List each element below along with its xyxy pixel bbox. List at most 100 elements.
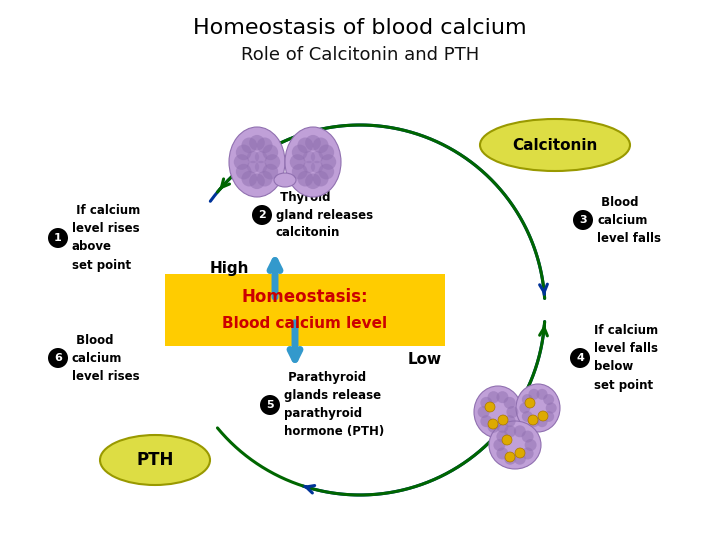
Circle shape [488, 419, 498, 429]
Circle shape [297, 171, 313, 186]
Circle shape [303, 151, 315, 163]
Circle shape [255, 151, 267, 163]
Text: Low: Low [408, 353, 442, 368]
Circle shape [305, 173, 321, 189]
Text: Homeostasis:: Homeostasis: [242, 288, 369, 306]
Text: Role of Calcitonin and PTH: Role of Calcitonin and PTH [241, 46, 479, 64]
Circle shape [318, 164, 334, 179]
Text: 3: 3 [579, 215, 587, 225]
Circle shape [48, 228, 68, 248]
Circle shape [236, 164, 251, 179]
Circle shape [292, 145, 307, 160]
Circle shape [522, 411, 533, 422]
Circle shape [487, 391, 500, 403]
Circle shape [252, 205, 272, 225]
Circle shape [528, 389, 539, 400]
Circle shape [477, 406, 490, 418]
Circle shape [515, 448, 525, 458]
Text: High: High [210, 260, 250, 275]
Circle shape [263, 164, 278, 179]
Circle shape [263, 145, 278, 160]
Circle shape [303, 161, 315, 173]
Circle shape [505, 452, 515, 462]
Circle shape [514, 426, 526, 437]
FancyBboxPatch shape [165, 274, 445, 346]
Circle shape [311, 161, 323, 173]
Circle shape [514, 453, 526, 465]
Circle shape [504, 453, 516, 465]
Circle shape [498, 415, 508, 425]
Circle shape [485, 402, 495, 412]
Circle shape [255, 161, 267, 173]
Text: Blood calcium level: Blood calcium level [222, 315, 387, 330]
Text: Calcitonin: Calcitonin [513, 138, 598, 152]
Ellipse shape [285, 127, 341, 197]
Circle shape [496, 430, 508, 443]
Circle shape [536, 389, 548, 400]
Circle shape [506, 406, 518, 418]
Circle shape [502, 435, 512, 445]
Ellipse shape [229, 127, 285, 197]
Circle shape [487, 421, 500, 433]
Text: 1: 1 [54, 233, 62, 243]
Circle shape [497, 391, 508, 403]
Text: Parathyroid
glands release
parathyroid
hormone (PTH): Parathyroid glands release parathyroid h… [284, 372, 384, 438]
Circle shape [525, 398, 535, 408]
Circle shape [241, 171, 257, 186]
Circle shape [292, 164, 307, 179]
Circle shape [522, 394, 533, 405]
Circle shape [260, 395, 280, 415]
Ellipse shape [489, 421, 541, 469]
Circle shape [480, 415, 492, 427]
Text: 6: 6 [54, 353, 62, 363]
Circle shape [313, 138, 328, 153]
Circle shape [521, 448, 534, 460]
Circle shape [48, 348, 68, 368]
Circle shape [504, 415, 516, 427]
Circle shape [543, 394, 554, 405]
Ellipse shape [480, 119, 630, 171]
Text: Blood
calcium
level falls: Blood calcium level falls [597, 195, 661, 245]
Text: Homeostasis of blood calcium: Homeostasis of blood calcium [193, 18, 527, 38]
Circle shape [493, 439, 505, 451]
Circle shape [521, 430, 534, 443]
Circle shape [264, 154, 280, 170]
Circle shape [525, 439, 536, 451]
Circle shape [480, 397, 492, 409]
Circle shape [247, 161, 259, 173]
Circle shape [543, 411, 554, 422]
Text: 4: 4 [576, 353, 584, 363]
Circle shape [320, 154, 336, 170]
Circle shape [241, 138, 257, 153]
Circle shape [305, 135, 321, 151]
Text: PTH: PTH [136, 451, 174, 469]
Circle shape [546, 402, 557, 414]
Ellipse shape [274, 173, 296, 187]
Circle shape [297, 138, 313, 153]
Ellipse shape [474, 386, 522, 438]
Text: 2: 2 [258, 210, 266, 220]
Circle shape [289, 154, 305, 170]
Circle shape [570, 348, 590, 368]
Text: If calcium
level rises
above
set point: If calcium level rises above set point [72, 205, 140, 272]
Circle shape [236, 145, 251, 160]
Text: Blood
calcium
level rises: Blood calcium level rises [72, 334, 140, 382]
Circle shape [573, 210, 593, 230]
Ellipse shape [100, 435, 210, 485]
Circle shape [318, 145, 334, 160]
Circle shape [247, 151, 259, 163]
Circle shape [504, 426, 516, 437]
Circle shape [313, 171, 328, 186]
Circle shape [519, 402, 531, 414]
Circle shape [249, 135, 265, 151]
Text: If calcium
level falls
below
set point: If calcium level falls below set point [594, 325, 658, 391]
Ellipse shape [516, 384, 560, 432]
Circle shape [257, 138, 273, 153]
Circle shape [234, 154, 249, 170]
Circle shape [257, 171, 273, 186]
Circle shape [528, 416, 539, 427]
Circle shape [536, 416, 548, 427]
Text: 5: 5 [266, 400, 274, 410]
Circle shape [496, 448, 508, 460]
Circle shape [528, 415, 538, 425]
